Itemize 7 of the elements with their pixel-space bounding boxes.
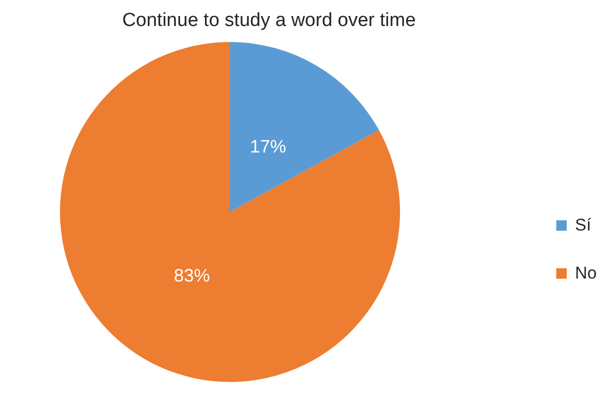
pie-slice bbox=[60, 42, 400, 382]
chart-title: Continue to study a word over time bbox=[122, 10, 416, 31]
pie-slice bbox=[230, 42, 379, 212]
data-label: 17% bbox=[250, 136, 286, 157]
legend-label: Sí bbox=[575, 216, 592, 234]
data-label: 83% bbox=[174, 265, 210, 286]
legend-label: No bbox=[575, 264, 597, 282]
